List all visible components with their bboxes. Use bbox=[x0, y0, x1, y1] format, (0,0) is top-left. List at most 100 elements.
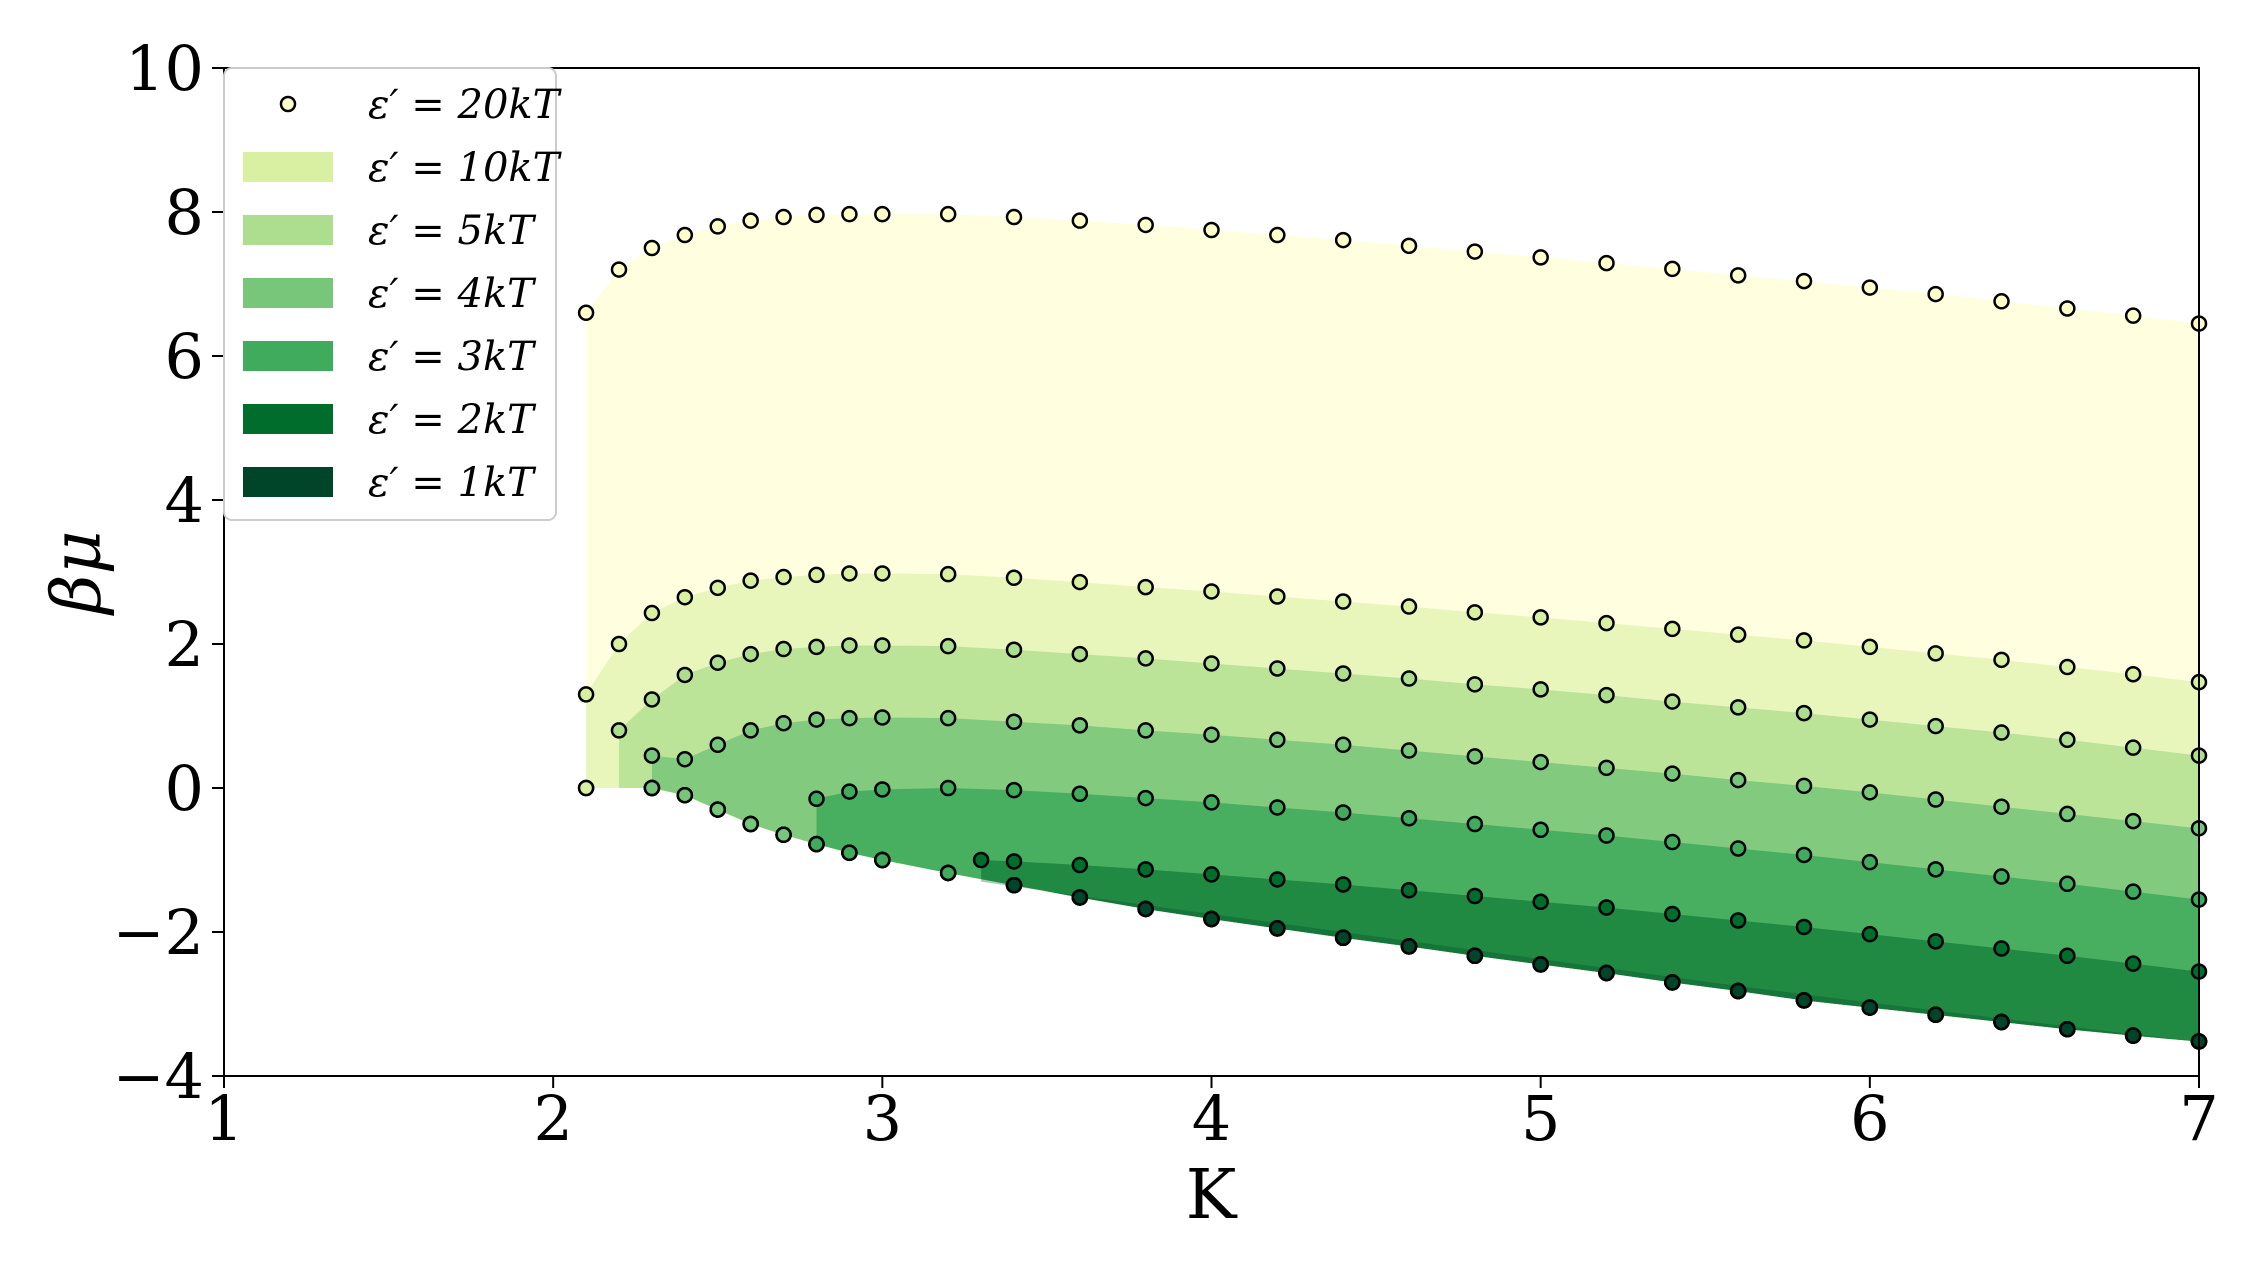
marker-point bbox=[1071, 785, 1089, 803]
marker-point bbox=[1005, 781, 1023, 799]
marker-point bbox=[643, 604, 661, 622]
marker-point bbox=[1664, 765, 1681, 782]
marker-point bbox=[1269, 660, 1286, 677]
marker-point bbox=[2124, 955, 2142, 972]
legend: ε′ = 20kT ε′ = 10kT ε′ = 5kT ε′ = 4kT ε′ = 3… bbox=[223, 67, 563, 521]
marker-point bbox=[1993, 293, 2010, 310]
marker-point bbox=[1532, 249, 1549, 266]
marker-point bbox=[808, 638, 825, 656]
x-tick-label: 5 bbox=[1521, 1082, 1560, 1155]
marker-point bbox=[939, 779, 957, 797]
legend-swatch bbox=[243, 404, 333, 434]
y-tick-label: 6 bbox=[165, 320, 204, 393]
marker-point bbox=[1334, 665, 1352, 682]
legend-label: ε′ = 20kT bbox=[368, 82, 563, 128]
marker-point bbox=[2124, 812, 2142, 830]
marker-point bbox=[2059, 805, 2076, 823]
marker-point bbox=[742, 722, 759, 739]
marker-point bbox=[1729, 267, 1747, 284]
marker-point bbox=[1137, 650, 1154, 667]
marker-point bbox=[1203, 910, 1220, 928]
marker-point bbox=[874, 709, 891, 726]
marker-point bbox=[1466, 947, 1484, 965]
marker-point bbox=[742, 212, 759, 229]
marker-point bbox=[1400, 742, 1418, 759]
marker-point bbox=[1927, 933, 1944, 950]
marker-point bbox=[1071, 212, 1089, 229]
marker-point bbox=[1532, 681, 1549, 698]
marker-point bbox=[1729, 626, 1747, 643]
marker-point bbox=[808, 711, 825, 728]
legend-label: ε′ = 4kT bbox=[368, 271, 537, 317]
marker-point bbox=[1598, 254, 1615, 272]
marker-point bbox=[1993, 1013, 2010, 1031]
y-axis: −4 −2 0 2 4 6 8 10 bbox=[113, 32, 224, 1113]
marker-point bbox=[1400, 881, 1418, 899]
marker-point bbox=[1795, 272, 1813, 290]
marker-point bbox=[1664, 620, 1681, 638]
marker-point bbox=[1137, 722, 1154, 739]
marker-point bbox=[841, 783, 858, 800]
y-tick-label: −2 bbox=[113, 896, 204, 969]
marker-point bbox=[1203, 583, 1220, 600]
marker-point bbox=[2124, 307, 2142, 324]
marker-point bbox=[1071, 717, 1089, 734]
marker-point bbox=[1334, 876, 1352, 893]
marker-point bbox=[1071, 573, 1089, 591]
marker-point bbox=[1532, 609, 1549, 626]
marker-point bbox=[1729, 840, 1747, 857]
legend-label: ε′ = 2kT bbox=[368, 397, 537, 443]
marker-point bbox=[808, 566, 825, 584]
marker-point bbox=[1005, 853, 1023, 870]
marker-point bbox=[775, 568, 792, 586]
marker-point bbox=[610, 635, 628, 653]
marker-point bbox=[2124, 883, 2142, 900]
marker-point bbox=[1466, 243, 1484, 260]
marker-point bbox=[1203, 866, 1220, 883]
marker-point bbox=[1532, 956, 1549, 973]
marker-point bbox=[1993, 868, 2010, 885]
marker-point bbox=[1598, 759, 1615, 777]
legend-label: ε′ = 10kT bbox=[368, 145, 563, 191]
marker-point bbox=[1861, 925, 1879, 943]
marker-point bbox=[1861, 853, 1879, 871]
marker-point bbox=[1137, 789, 1154, 807]
y-tick-label: −4 bbox=[113, 1040, 204, 1113]
marker-point bbox=[1729, 982, 1747, 1000]
marker-point bbox=[1532, 821, 1549, 839]
x-axis: 1 2 3 4 5 6 7 bbox=[204, 1076, 2219, 1155]
marker-point bbox=[1071, 856, 1089, 874]
marker-point bbox=[1532, 893, 1549, 911]
marker-point bbox=[939, 864, 957, 882]
marker-point bbox=[1400, 237, 1418, 255]
marker-point bbox=[1466, 604, 1484, 621]
marker-point bbox=[2059, 875, 2076, 893]
marker-point bbox=[709, 736, 726, 754]
marker-point bbox=[1927, 645, 1944, 662]
marker-point bbox=[709, 579, 726, 597]
marker-point bbox=[841, 844, 858, 862]
marker-point bbox=[577, 779, 595, 797]
marker-point bbox=[1664, 260, 1681, 278]
marker-point bbox=[874, 205, 891, 223]
marker-point bbox=[808, 206, 825, 224]
marker-point bbox=[1400, 938, 1418, 955]
legend-swatch bbox=[243, 467, 333, 497]
legend-swatch bbox=[243, 152, 333, 182]
marker-point bbox=[1334, 736, 1352, 754]
marker-point bbox=[1269, 588, 1286, 605]
marker-point bbox=[1795, 846, 1813, 864]
marker-point bbox=[709, 218, 726, 235]
marker-point bbox=[1334, 804, 1352, 821]
y-tick-label: 0 bbox=[165, 752, 204, 825]
marker-point bbox=[1400, 809, 1418, 827]
marker-point bbox=[939, 709, 957, 727]
y-axis-label: βμ bbox=[38, 530, 117, 617]
marker-point bbox=[2059, 1020, 2076, 1038]
marker-point bbox=[2124, 665, 2142, 683]
marker-point bbox=[1729, 912, 1747, 929]
marker-point bbox=[775, 826, 792, 844]
marker-point bbox=[972, 851, 990, 869]
marker-point bbox=[1071, 645, 1089, 663]
marker-point bbox=[939, 565, 957, 583]
